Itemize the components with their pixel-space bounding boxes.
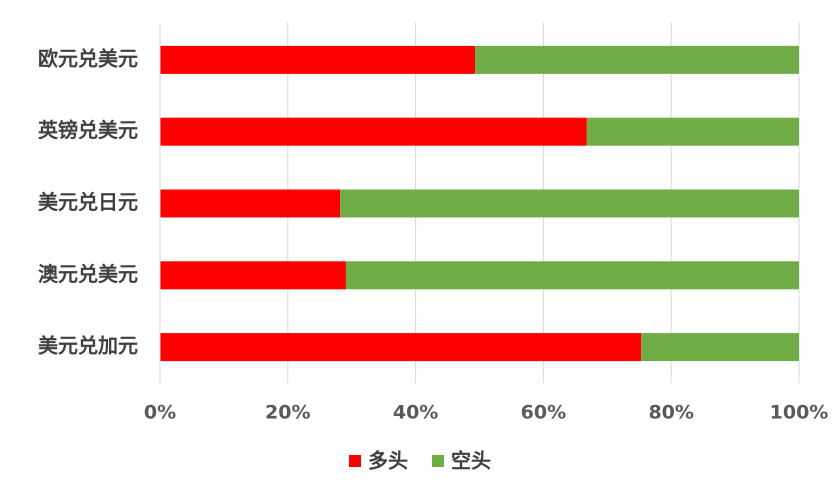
bar-segment <box>160 333 642 362</box>
legend-label: 空头 <box>451 449 491 473</box>
x-tick-label: 0% <box>144 402 176 424</box>
bar-segment <box>160 261 346 290</box>
legend-swatch <box>349 455 361 467</box>
y-tick-label: 英镑兑美元 <box>38 118 138 142</box>
y-tick-label: 美元兑日元 <box>38 190 138 214</box>
y-tick-label: 欧元兑美元 <box>38 46 138 70</box>
x-tick-label: 100% <box>770 402 829 424</box>
legend-swatch <box>432 455 444 467</box>
y-tick-label: 美元兑加元 <box>38 334 138 358</box>
bar-segment <box>475 45 799 74</box>
x-tick-label: 20% <box>265 402 310 424</box>
y-tick-label: 澳元兑美元 <box>38 262 138 286</box>
bar-segment <box>340 189 799 218</box>
x-tick-label: 40% <box>393 402 438 424</box>
x-tick-label: 60% <box>521 402 566 424</box>
x-tick-label: 80% <box>648 402 693 424</box>
bar-segment <box>345 261 799 290</box>
bar-segment <box>586 117 799 146</box>
bar-segment <box>160 117 587 146</box>
bar-segment <box>160 189 341 218</box>
bar-segment <box>641 333 799 362</box>
bar-segment <box>160 45 476 74</box>
legend-label: 多头 <box>368 449 408 473</box>
